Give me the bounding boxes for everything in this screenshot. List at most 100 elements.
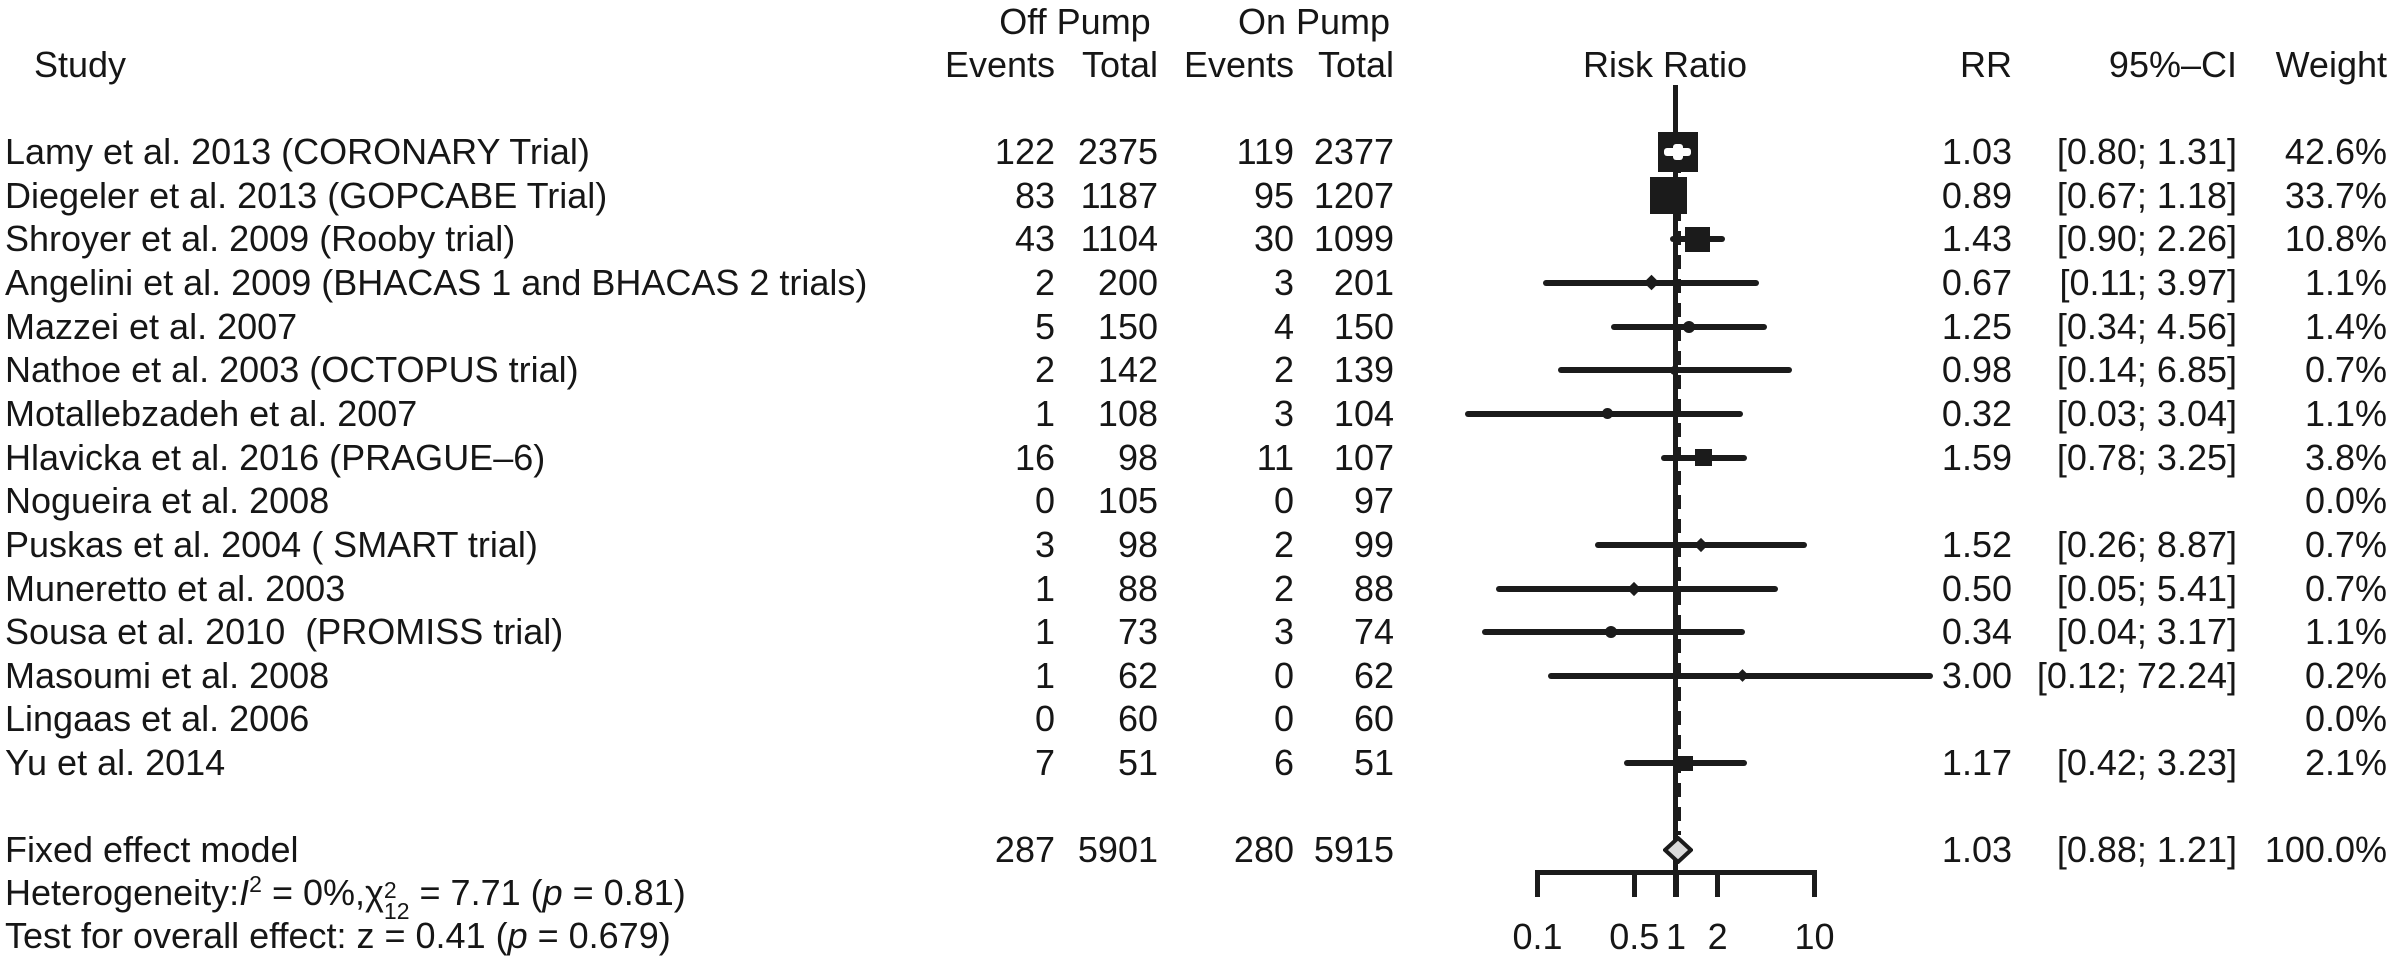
summary-row-on-total-cell: 5915: [1313, 829, 1394, 870]
study-row-13-off-total-cell: 62: [1117, 654, 1158, 696]
study-row-3-on-events-cell: 30: [1253, 218, 1294, 260]
study-row-10-study-name: Puskas et al. 2004 ( SMART trial): [5, 523, 538, 565]
footnote-text: χ: [365, 872, 384, 913]
study-row-4-off-total-cell: 200: [1097, 261, 1158, 303]
study-row-13-study-name: Masoumi et al. 2008: [5, 654, 330, 696]
risk-ratio-axis-header: Risk Ratio: [1582, 44, 1748, 85]
study-row-13-on-total-cell: 62: [1353, 654, 1394, 696]
study-row-8-on-total-cell: 107: [1333, 436, 1394, 478]
study-row-15-weight-cell: 2.1%: [2304, 742, 2387, 784]
study-row-4-on-events-cell: 3: [1273, 261, 1294, 303]
study-row-1-off-total-cell: 2375: [1077, 131, 1158, 172]
study-row-15-ci-cell: [0.42; 3.23]: [2056, 742, 2237, 784]
study-row-6-ci-cell: [0.14; 6.85]: [2056, 349, 2237, 391]
study-row-12-on-events-cell: 3: [1273, 611, 1294, 653]
study-row-5-off-total-cell: 150: [1097, 305, 1158, 347]
inner-ci-notch: [1672, 144, 1683, 160]
study-row-9-study-name: Nogueira et al. 2008: [5, 480, 330, 522]
study-row-8-on-events-cell: 11: [1256, 436, 1294, 478]
study-row-14-study-name: Lingaas et al. 2006: [5, 698, 310, 740]
study-row-4-rr-cell: 0.67: [1941, 261, 2012, 303]
study-row-3-weight-cell: 10.8%: [2284, 218, 2387, 260]
study-row-12-off-total-cell: 73: [1117, 611, 1158, 653]
study-row-8-weight-cell: 3.8%: [2304, 436, 2387, 478]
study-row-14-off-events-cell: 0: [1034, 698, 1055, 740]
study-row-6-on-events-cell: 2: [1273, 349, 1294, 391]
footnote-text: Heterogeneity:: [5, 872, 240, 913]
effect-marker: [1605, 626, 1618, 639]
study-row-3-rr-cell: 1.43: [1941, 218, 2012, 260]
effect-marker: [1695, 449, 1713, 467]
footnote-text: = 0.679): [527, 915, 671, 956]
study-row-1-weight-cell: 42.6%: [2284, 131, 2387, 172]
on-pump-events-header: Events: [1183, 44, 1294, 85]
axis-tick: [1673, 870, 1679, 897]
study-row-12-on-total-cell: 74: [1353, 611, 1394, 653]
axis-tick-label: 1: [1665, 916, 1687, 957]
axis-tick: [1535, 870, 1540, 897]
study-row-4-off-events-cell: 2: [1034, 261, 1055, 303]
study-row-15-on-total-cell: 51: [1353, 742, 1394, 784]
study-row-10-on-events-cell: 2: [1273, 523, 1294, 565]
study-row-6-study-name: Nathoe et al. 2003 (OCTOPUS trial): [5, 349, 579, 391]
study-row-9-weight-cell: 0.0%: [2304, 480, 2387, 522]
study-row-1-study-name: Lamy et al. 2013 (CORONARY Trial): [5, 131, 590, 172]
study-column-header: Study: [34, 44, 127, 85]
study-row-15-on-events-cell: 6: [1273, 742, 1294, 784]
study-row-11-study-name: Muneretto et al. 2003: [5, 567, 346, 609]
study-row-9-on-total-cell: 97: [1353, 480, 1394, 522]
study-row-9-off-total-cell: 105: [1097, 480, 1158, 522]
study-row-9-on-events-cell: 0: [1273, 480, 1294, 522]
study-row-7-study-name: Motallebzadeh et al. 2007: [5, 392, 418, 434]
footnote-text: = 0%,: [261, 872, 366, 913]
study-row-12-weight-cell: 1.1%: [2304, 611, 2387, 653]
axis-tick-label: 0.1: [1512, 916, 1563, 957]
footnote-text: 2: [249, 871, 262, 897]
study-row-11-off-events-cell: 1: [1034, 567, 1055, 609]
study-row-11-on-total-cell: 88: [1353, 567, 1394, 609]
study-row-6-on-total-cell: 139: [1333, 349, 1394, 391]
study-row-6-off-events-cell: 2: [1034, 349, 1055, 391]
study-row-8-ci-cell: [0.78; 3.25]: [2056, 436, 2237, 478]
effect-marker: [1650, 177, 1688, 215]
study-row-13-rr-cell: 3.00: [1941, 654, 2012, 696]
effect-marker: [1683, 320, 1696, 333]
study-row-2-study-name: Diegeler et al. 2013 (GOPCABE Trial): [5, 174, 608, 216]
study-row-9-off-events-cell: 0: [1034, 480, 1055, 522]
study-row-4-on-total-cell: 201: [1333, 261, 1394, 303]
study-row-3-on-total-cell: 1099: [1313, 218, 1394, 260]
axis-tick: [1631, 870, 1637, 897]
study-row-15-off-total-cell: 51: [1117, 742, 1158, 784]
axis-tick: [1715, 870, 1721, 897]
italic-symbol: I: [239, 872, 250, 913]
effect-marker: [1601, 408, 1613, 420]
off-pump-total-header: Total: [1081, 44, 1158, 85]
study-row-8-off-events-cell: 16: [1014, 436, 1055, 478]
rr-column-header: RR: [1960, 44, 2012, 85]
overall-effect-note: Test for overall effect: z = 0.41 (p = 0…: [5, 914, 671, 958]
study-row-8-off-total-cell: 98: [1117, 436, 1158, 478]
study-row-8-rr-cell: 1.59: [1941, 436, 2012, 478]
off-pump-group-header: Off Pump: [999, 1, 1151, 42]
study-row-12-ci-cell: [0.04; 3.17]: [2056, 611, 2237, 653]
heterogeneity-note: Heterogeneity:I2 = 0%,χ 2 12 = 7.71 (p = 0…: [5, 871, 686, 923]
study-row-7-off-events-cell: 1: [1034, 392, 1055, 434]
study-row-15-rr-cell: 1.17: [1941, 742, 2012, 784]
summary-row-rr-cell: 1.03: [1941, 829, 2012, 870]
footnote-text: = 0.81): [562, 872, 686, 913]
study-row-5-ci-cell: [0.34; 4.56]: [2056, 305, 2237, 347]
axis-tick-label: 2: [1707, 916, 1728, 957]
study-row-5-rr-cell: 1.25: [1941, 305, 2012, 347]
effect-marker: [1685, 226, 1710, 252]
study-row-3-study-name: Shroyer et al. 2009 (Rooby trial): [5, 218, 516, 260]
study-row-14-off-total-cell: 60: [1117, 698, 1158, 740]
study-row-11-weight-cell: 0.7%: [2304, 567, 2387, 609]
study-row-6-off-total-cell: 142: [1097, 349, 1158, 391]
study-row-7-off-total-cell: 108: [1097, 392, 1158, 434]
pooled-effect-dashed-line: [1676, 135, 1681, 835]
study-row-13-ci-cell: [0.12; 72.24]: [2036, 654, 2237, 696]
study-row-2-on-events-cell: 95: [1253, 174, 1294, 216]
study-row-14-weight-cell: 0.0%: [2304, 698, 2387, 740]
